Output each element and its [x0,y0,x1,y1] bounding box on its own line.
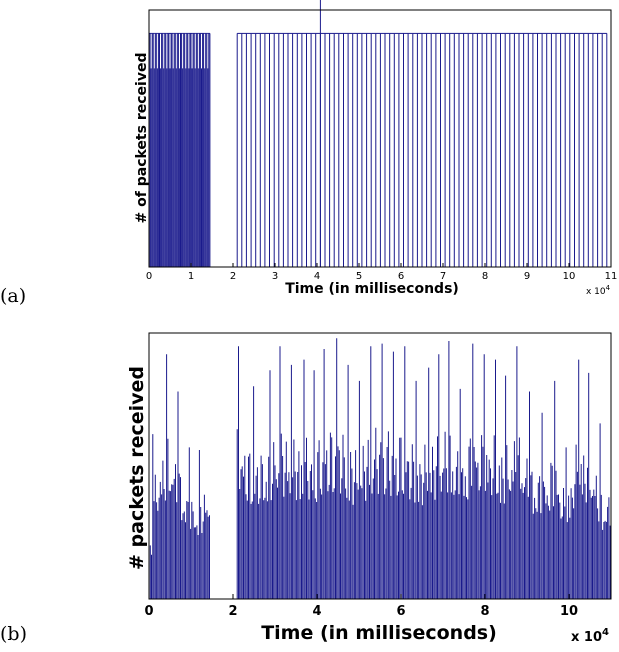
plot-a-bars [148,0,608,267]
x-tick-label-a: 9 [524,271,530,282]
x-multiplier-a-base: x 10 [586,287,606,297]
x-tick-label-a: 11 [605,271,618,282]
x-tick-label-b: 6 [396,604,405,619]
x-tick-label-a: 7 [440,271,446,282]
y-axis-label-b: # packets received [126,366,148,570]
plot-b-frame [148,332,612,600]
x-tick-label-b: 8 [480,604,489,619]
panel-label-a: (a) [0,285,26,307]
y-axis-label-a: # of packets received [134,53,150,224]
x-tick-label-a: 6 [398,271,404,282]
x-multiplier-a: x 104 [586,284,611,297]
x-multiplier-b-exp: 4 [602,627,609,638]
x-tick-label-b: 2 [228,604,237,619]
x-axis-label-b: Time (in milliseconds) [261,622,497,644]
chart-panel-a: (a) 0 1 2 3 4 5 6 7 8 9 10 11 Time (in milliseconds… [0,0,617,307]
panel-label-b: (b) [0,623,27,645]
x-tick-label-a: 2 [230,271,236,282]
plot-a-frame [148,9,612,268]
x-tick-label-a: 0 [146,271,152,282]
x-axis-label-a: Time (in milliseconds) [285,281,459,297]
x-tick-label-b: 10 [560,604,578,619]
x-tick-label-a: 4 [314,271,320,282]
plot-a-x-ticks: 0 1 2 3 4 5 6 7 8 9 10 11 [146,263,618,282]
x-tick-label-a: 8 [482,271,488,282]
plot-b-x-ticks: 0 2 4 6 8 10 [144,594,578,619]
x-multiplier-b: x 104 [571,627,609,645]
x-multiplier-a-exp: 4 [606,284,611,292]
x-tick-label-a: 1 [188,271,194,282]
x-tick-label-b: 0 [144,604,153,619]
chart-panel-b: (b) 0 2 4 6 8 10 Time (in milliseconds) # pac… [0,332,612,645]
x-tick-label-a: 3 [272,271,278,282]
x-tick-label-a: 5 [356,271,362,282]
plot-b-bars [148,338,611,599]
x-tick-label-a: 10 [563,271,576,282]
x-multiplier-b-base: x 10 [571,630,602,645]
x-tick-label-b: 4 [312,604,321,619]
